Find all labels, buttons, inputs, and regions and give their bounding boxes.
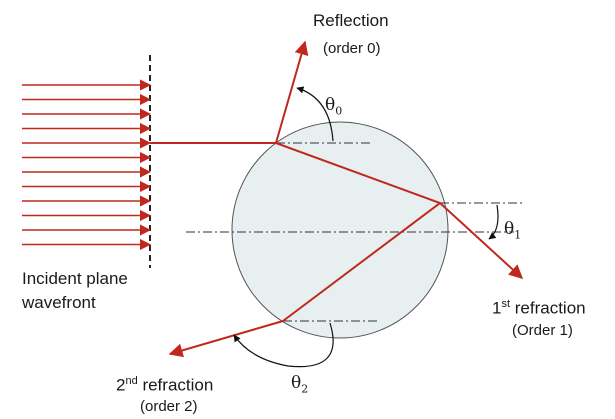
theta0-subscript: 0 bbox=[335, 104, 343, 118]
first-refraction-text: refraction bbox=[510, 298, 586, 318]
angle-arc-theta2 bbox=[233, 322, 334, 368]
first-refraction-order-label: (Order 1) bbox=[512, 322, 573, 339]
first-refracted-ray bbox=[439, 202, 524, 279]
incident-label-line2: wavefront bbox=[22, 293, 96, 312]
theta1-label: θ1 bbox=[504, 219, 521, 245]
second-refracted-ray bbox=[168, 320, 284, 358]
first-refraction-suffix: st bbox=[501, 298, 511, 310]
first-refraction-label: 1st refraction bbox=[492, 294, 586, 319]
theta1-symbol: θ bbox=[504, 219, 515, 239]
second-refraction-text: refraction bbox=[137, 375, 214, 395]
angle-arc-theta1 bbox=[488, 204, 499, 240]
theta0-label: θ0 bbox=[325, 95, 342, 121]
reflection-label: Reflection bbox=[313, 11, 389, 30]
droplet bbox=[231, 121, 449, 339]
first-refraction-number: 1 bbox=[492, 298, 502, 318]
incident-rays bbox=[22, 79, 152, 251]
second-refraction-number: 2 bbox=[116, 375, 126, 395]
reflected-ray bbox=[275, 40, 309, 144]
second-refraction-label: 2nd refraction bbox=[116, 371, 213, 396]
theta2-subscript: 2 bbox=[301, 382, 309, 396]
reference-lines bbox=[186, 142, 525, 322]
theta2-symbol: θ bbox=[291, 373, 302, 393]
theta2-label: θ2 bbox=[291, 373, 308, 399]
angle-arc-theta0 bbox=[296, 86, 334, 142]
theta0-symbol: θ bbox=[325, 95, 336, 115]
second-refraction-order-label: (order 2) bbox=[140, 398, 198, 415]
second-refraction-suffix: nd bbox=[125, 375, 138, 387]
reflection-order-label: (order 0) bbox=[323, 40, 381, 57]
theta1-subscript: 1 bbox=[514, 228, 522, 242]
ray-path-inside bbox=[150, 142, 443, 322]
incident-label-line1: Incident plane bbox=[22, 269, 128, 288]
